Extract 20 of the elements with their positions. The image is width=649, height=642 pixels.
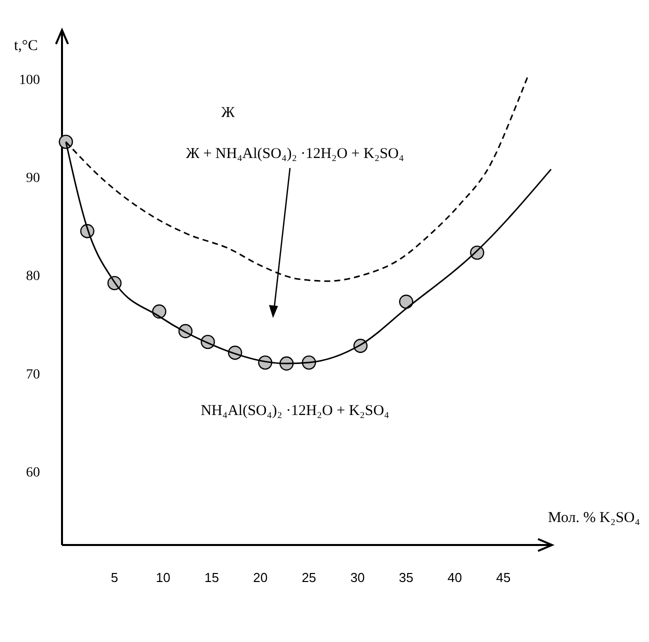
annotation: Ж <box>221 105 236 121</box>
x-tick-label: 20 <box>253 570 268 585</box>
annotation: Ж + NH₄Al(SO₄)₂ ·12H₂O + K₂SO₄ <box>186 146 404 162</box>
x-tick-label: 45 <box>496 570 511 585</box>
y-tick-label: 100 <box>19 73 40 88</box>
x-tick-label: 25 <box>302 570 316 585</box>
y-tick-label: 90 <box>26 171 40 186</box>
y-tick-label: 60 <box>26 465 40 480</box>
x-tick-label: 5 <box>110 570 118 585</box>
x-tick-label: 15 <box>204 570 219 585</box>
x-tick-label: 35 <box>398 570 414 585</box>
x-tick-label: 40 <box>448 570 462 585</box>
annotation: NH₄Al(SO₄)₂ ·12H₂O + K₂SO₄ <box>200 403 390 419</box>
y-axis-title: t,°C <box>14 38 38 54</box>
y-tick-label: 80 <box>26 269 40 284</box>
y-tick-label: 70 <box>26 367 40 382</box>
point <box>399 294 414 309</box>
x-tick-label: 10 <box>156 570 170 585</box>
x-tick-label: 30 <box>350 570 365 585</box>
x-axis-title: Мол. % K₂SO₄ <box>548 510 640 526</box>
